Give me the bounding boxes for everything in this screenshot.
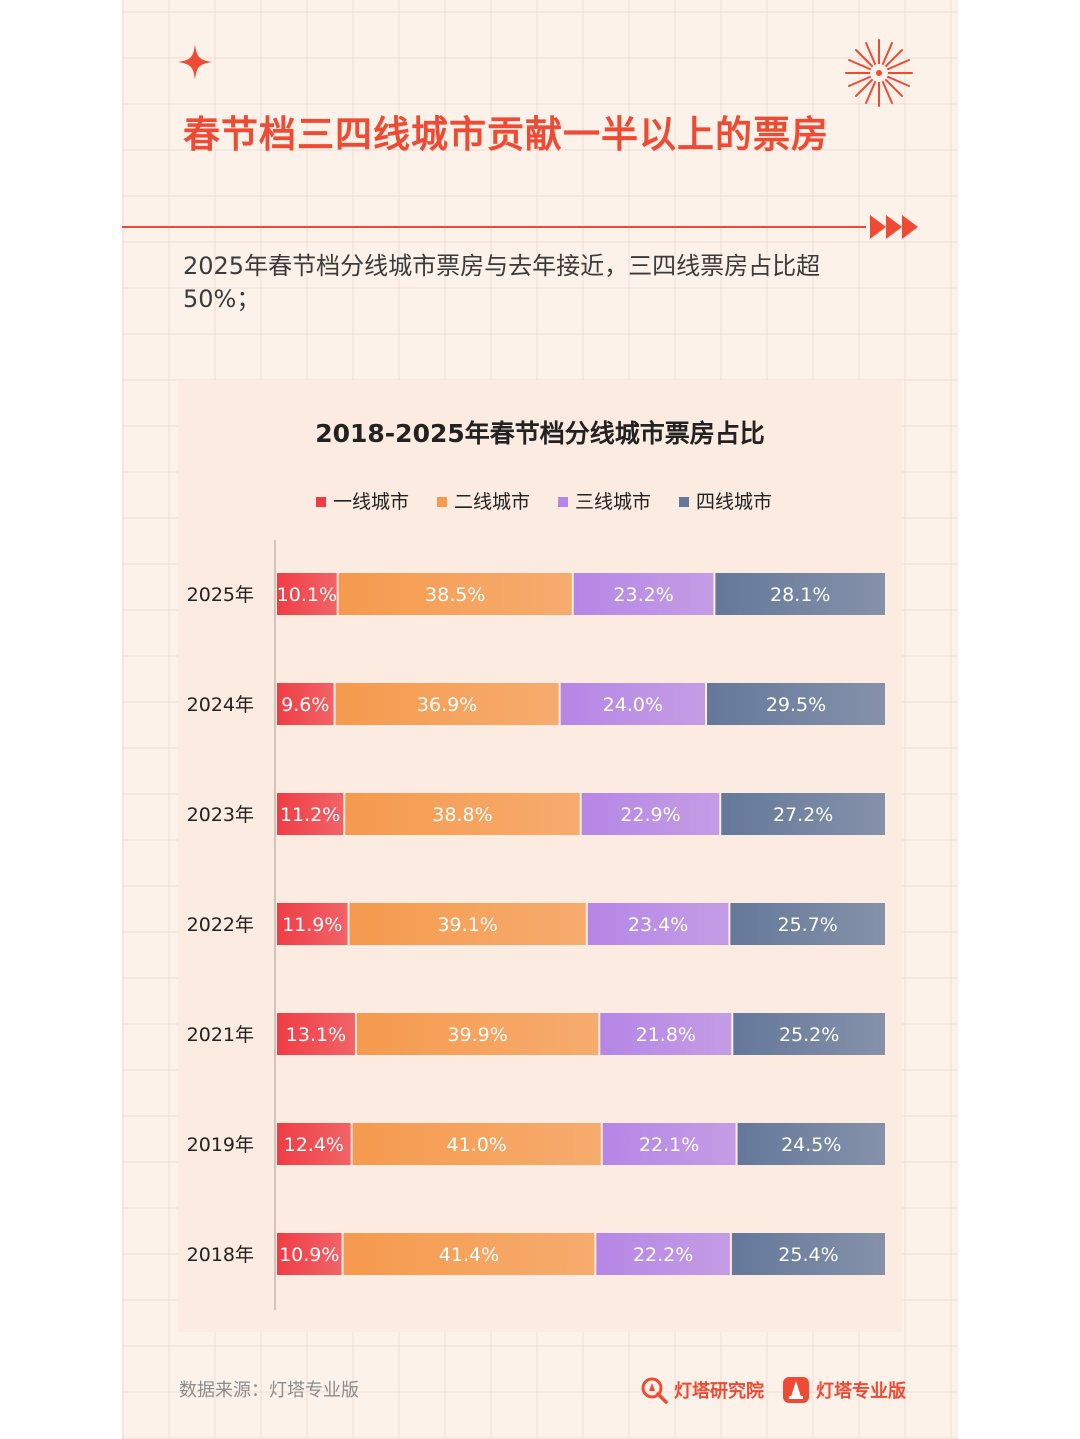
bar-segment — [587, 903, 729, 945]
data-label: 9.6% — [281, 694, 329, 716]
legend-swatch — [316, 497, 326, 507]
brand-pro-name: 灯塔专业版 — [816, 1381, 906, 1402]
page-subtitle: 2025年春节档分线城市票房与去年接近，三四线票房占比超50%； — [183, 252, 821, 313]
legend-swatch — [679, 497, 689, 507]
bar-segment — [338, 573, 572, 615]
dengta-pro-logo-icon — [783, 1377, 809, 1403]
data-label: 41.4% — [439, 1244, 499, 1266]
legend-label: 二线城市 — [454, 491, 530, 513]
bar-segment — [581, 793, 720, 835]
data-label: 27.2% — [773, 804, 833, 826]
data-label: 12.4% — [284, 1134, 344, 1156]
data-label: 11.2% — [280, 804, 340, 826]
bar-row: 2019年 12.4% 41.0% 22.1% 24.5% — [187, 1123, 885, 1165]
firework-icon — [845, 39, 913, 107]
bar-row: 2025年 10.1% 38.5% 23.2% 28.1% — [187, 573, 885, 615]
dengta-research-logo-icon — [641, 1377, 668, 1404]
y-tick-label: 2023年 — [187, 804, 254, 826]
data-label: 23.4% — [628, 914, 688, 936]
brand-pro: 灯塔专业版 — [782, 1376, 906, 1404]
data-label: 38.8% — [432, 804, 492, 826]
arrow-right-icon — [870, 215, 918, 239]
bar-row: 2021年 13.1% 39.9% 21.8% 25.2% — [187, 1013, 885, 1055]
bar-segment — [352, 1123, 601, 1165]
data-label: 25.4% — [778, 1244, 838, 1266]
y-tick-label: 2018年 — [187, 1244, 254, 1266]
bar-segment — [277, 683, 334, 725]
legend-item: 一线城市 — [316, 491, 409, 513]
legend-item: 二线城市 — [437, 491, 530, 513]
bar-segment — [277, 793, 344, 835]
title-divider — [122, 215, 918, 239]
bar-segment — [573, 573, 714, 615]
data-label: 23.2% — [613, 584, 673, 606]
bar-segment — [737, 1123, 885, 1165]
legend-label: 三线城市 — [575, 491, 651, 513]
legend-label: 四线城市 — [696, 491, 772, 513]
y-tick-label: 2024年 — [187, 694, 254, 716]
data-label: 11.9% — [282, 914, 342, 936]
data-label: 36.9% — [417, 694, 477, 716]
y-tick-label: 2022年 — [187, 914, 254, 936]
data-label: 41.0% — [447, 1134, 507, 1156]
y-tick-label: 2019年 — [187, 1134, 254, 1156]
data-label: 22.9% — [620, 804, 680, 826]
bar-row: 2023年 11.2% 38.8% 22.9% 27.2% — [187, 793, 885, 835]
bar-segment — [560, 683, 706, 725]
bar-segment — [343, 1233, 595, 1275]
bar-row: 2018年 10.9% 41.4% 22.2% 25.4% — [187, 1233, 885, 1275]
chart-card — [178, 380, 902, 1332]
bar-segment — [721, 793, 885, 835]
page-title: 春节档三四线城市贡献一半以上的票房 — [183, 113, 829, 156]
bar-segment — [707, 683, 885, 725]
data-label: 22.1% — [639, 1134, 699, 1156]
data-label: 29.5% — [766, 694, 826, 716]
bar-segment — [277, 1013, 355, 1055]
data-label: 10.1% — [277, 584, 337, 606]
sparkle-icon — [178, 44, 212, 80]
bar-segment — [277, 1233, 342, 1275]
data-label: 24.5% — [781, 1134, 841, 1156]
brand-research-name: 灯塔研究院 — [674, 1381, 764, 1402]
y-tick-label: 2021年 — [187, 1024, 254, 1046]
data-label: 13.1% — [286, 1024, 346, 1046]
bar-segment — [277, 1123, 351, 1165]
data-label: 24.0% — [603, 694, 663, 716]
bar-segment — [277, 573, 337, 615]
bar-segment — [349, 903, 586, 945]
bar-segment — [730, 903, 885, 945]
bar-segment — [345, 793, 580, 835]
data-label: 25.7% — [778, 914, 838, 936]
data-label: 28.1% — [770, 584, 830, 606]
data-label: 10.9% — [279, 1244, 339, 1266]
legend-swatch — [437, 497, 447, 507]
bar-segment — [600, 1013, 732, 1055]
data-label: 39.9% — [447, 1024, 507, 1046]
legend-swatch — [558, 497, 568, 507]
bar-segment — [602, 1123, 736, 1165]
data-label: 39.1% — [437, 914, 497, 936]
bar-row: 2024年 9.6% 36.9% 24.0% 29.5% — [187, 683, 885, 725]
data-label: 22.2% — [633, 1244, 693, 1266]
legend-label: 一线城市 — [333, 491, 409, 513]
data-label: 38.5% — [425, 584, 485, 606]
legend-item: 三线城市 — [558, 491, 651, 513]
data-label: 21.8% — [636, 1024, 696, 1046]
bar-segment — [715, 573, 885, 615]
bar-segment — [733, 1013, 885, 1055]
data-source: 数据来源：灯塔专业版 — [179, 1380, 359, 1401]
y-tick-label: 2025年 — [187, 584, 254, 606]
brand-research: 灯塔研究院 — [640, 1376, 764, 1404]
bar-segment — [356, 1013, 599, 1055]
bar-segment — [731, 1233, 885, 1275]
bar-segment — [335, 683, 559, 725]
legend-item: 四线城市 — [679, 491, 772, 513]
bar-segment — [277, 903, 348, 945]
bar-segment — [596, 1233, 730, 1275]
bar-row: 2022年 11.9% 39.1% 23.4% 25.7% — [187, 903, 885, 945]
chart-title: 2018-2025年春节档分线城市票房占比 — [315, 419, 765, 448]
data-label: 25.2% — [779, 1024, 839, 1046]
